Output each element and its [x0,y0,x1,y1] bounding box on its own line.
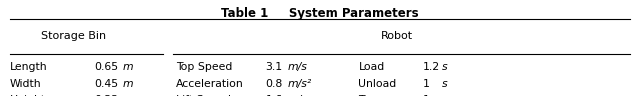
Text: m/s: m/s [288,95,308,96]
Text: 1: 1 [422,79,429,89]
Text: 3.1: 3.1 [266,62,283,72]
Text: Storage Bin: Storage Bin [41,31,106,41]
Text: Unload: Unload [358,79,397,89]
Text: 1.2: 1.2 [422,62,440,72]
Text: 0.65: 0.65 [95,62,119,72]
Text: m: m [123,62,134,72]
Text: 0.8: 0.8 [266,79,283,89]
Text: m/s: m/s [288,62,308,72]
Text: 0.45: 0.45 [95,79,119,89]
Text: Acceleration: Acceleration [176,79,244,89]
Text: s: s [442,79,447,89]
Text: Robot: Robot [381,31,413,41]
Text: m/s²: m/s² [288,79,312,89]
Text: Top Speed: Top Speed [176,62,232,72]
Text: Height: Height [10,95,45,96]
Text: m: m [123,95,134,96]
Text: s: s [442,62,447,72]
Text: s: s [442,95,447,96]
Text: Table 1     System Parameters: Table 1 System Parameters [221,7,419,20]
Text: m: m [123,79,134,89]
Text: 0.33: 0.33 [95,95,119,96]
Text: 1: 1 [422,95,429,96]
Text: Width: Width [10,79,41,89]
Text: Length: Length [10,62,47,72]
Text: 1.6: 1.6 [266,95,283,96]
Text: Load: Load [358,62,385,72]
Text: Lift Speed: Lift Speed [176,95,231,96]
Text: Turn: Turn [358,95,381,96]
